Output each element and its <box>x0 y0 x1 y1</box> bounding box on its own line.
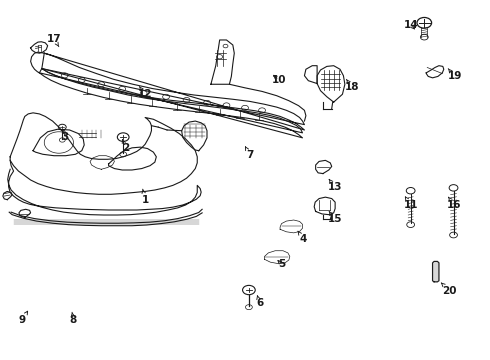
Text: 8: 8 <box>70 312 77 325</box>
Text: 13: 13 <box>328 179 343 192</box>
Polygon shape <box>433 261 439 282</box>
Text: 19: 19 <box>447 69 462 81</box>
Text: 14: 14 <box>403 19 418 30</box>
Text: 2: 2 <box>122 140 129 153</box>
Text: 10: 10 <box>272 75 286 85</box>
Text: 17: 17 <box>47 34 61 47</box>
Polygon shape <box>433 261 439 282</box>
Text: 15: 15 <box>328 211 343 224</box>
Text: 7: 7 <box>245 147 253 160</box>
Text: 11: 11 <box>403 197 418 210</box>
Text: 20: 20 <box>441 283 457 296</box>
Text: 3: 3 <box>61 129 68 142</box>
Text: 1: 1 <box>142 189 149 204</box>
Text: 4: 4 <box>298 231 307 244</box>
Text: 12: 12 <box>138 86 152 99</box>
Text: 5: 5 <box>278 259 285 269</box>
Text: 9: 9 <box>18 311 27 325</box>
Text: 6: 6 <box>256 296 263 308</box>
Text: 18: 18 <box>345 79 360 92</box>
Text: 16: 16 <box>447 197 462 210</box>
